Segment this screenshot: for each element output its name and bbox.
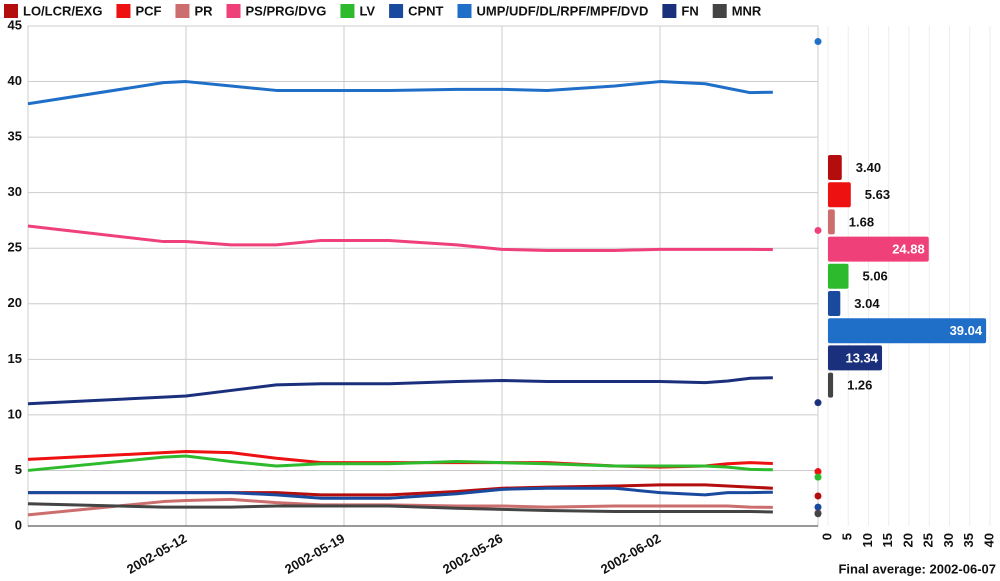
value-label: 5.06 [862, 269, 887, 284]
legend-label: PS/PRG/DVG [246, 3, 327, 18]
x-tick-label: 2002-05-12 [124, 531, 189, 577]
value-label: 5.63 [865, 187, 890, 202]
legend-label: MNR [732, 3, 762, 18]
x-tick-label: 2002-06-02 [598, 531, 663, 577]
legend-label: PCF [135, 3, 161, 18]
result-dot [814, 468, 822, 476]
y-tick-label: 0 [15, 517, 22, 532]
y-tick-label: 10 [8, 406, 22, 421]
x-tick-label: 30 [941, 533, 956, 547]
x-tick-label: 5 [840, 533, 855, 540]
legend-label: LO/LCR/EXG [23, 3, 102, 18]
bar-title: Final average: 2002-06-07 [838, 561, 996, 576]
value-label: 1.26 [847, 378, 872, 393]
x-tick-label: 2002-05-19 [282, 531, 347, 577]
result-dot [814, 399, 822, 407]
bar [828, 182, 851, 208]
value-label: 1.68 [849, 214, 874, 229]
series-line [27, 497, 773, 517]
legend-label: UMP/UDF/DL/RPF/MPF/DVD [476, 3, 648, 18]
legend-label: LV [359, 3, 375, 18]
x-tick-label: 10 [860, 533, 875, 547]
y-tick-label: 5 [15, 462, 22, 477]
bar [828, 263, 849, 289]
x-tick-label: 25 [921, 533, 936, 547]
result-dot [814, 473, 822, 481]
value-label: 3.40 [856, 160, 881, 175]
value-label: 24.88 [892, 242, 925, 257]
legend-swatch [4, 4, 18, 18]
x-tick-label: 35 [961, 533, 976, 547]
y-tick-label: 25 [8, 240, 22, 255]
legend-swatch [226, 4, 241, 18]
series-line [27, 454, 773, 472]
legend-label: FN [681, 3, 698, 18]
series-line [27, 502, 773, 514]
legend-swatch [175, 4, 190, 18]
x-tick-label: 0 [819, 533, 834, 540]
y-tick-label: 35 [8, 129, 22, 144]
bar [828, 155, 842, 180]
y-tick-label: 15 [8, 351, 22, 366]
legend-swatch [457, 4, 472, 18]
bar [828, 372, 834, 398]
bar [828, 318, 987, 344]
y-tick-label: 20 [8, 295, 22, 310]
series-line [28, 486, 773, 500]
bar [828, 236, 929, 262]
y-tick-label: 30 [8, 184, 22, 199]
y-tick-label: 45 [8, 17, 22, 32]
x-tick-label: 15 [880, 533, 895, 547]
x-tick-label: 20 [900, 533, 915, 547]
result-dot [814, 38, 822, 46]
value-label: 3.04 [854, 296, 880, 311]
series-line [27, 376, 773, 406]
x-tick-label: 2002-05-26 [440, 531, 505, 577]
legend-swatch [389, 4, 404, 18]
plot-area [27, 25, 819, 527]
value-label: 39.04 [950, 323, 983, 338]
series-line [27, 224, 773, 252]
result-dot [814, 492, 822, 500]
x-tick-label: 40 [981, 533, 996, 547]
legend-label: CPNT [408, 3, 443, 18]
legend-swatch [340, 4, 355, 18]
bar [828, 209, 835, 235]
result-dot [814, 510, 822, 518]
result-dot [814, 503, 822, 511]
series-line [27, 80, 773, 106]
value-label: 13.34 [845, 350, 878, 365]
y-tick-label: 40 [8, 73, 22, 88]
bar [828, 291, 841, 316]
legend-swatch [116, 4, 131, 18]
legend-swatch [662, 4, 677, 18]
legend-swatch [712, 4, 727, 18]
result-dot [814, 226, 822, 234]
legend-label: PR [194, 3, 213, 18]
bar [828, 345, 883, 371]
